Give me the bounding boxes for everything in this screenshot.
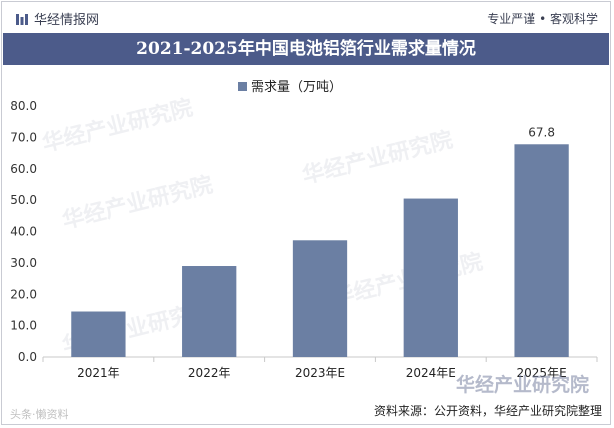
y-tick-label: 50.0 — [10, 193, 37, 207]
bar — [182, 266, 237, 357]
chart-title: 2021-2025年中国电池铝箔行业需求量情况 — [3, 33, 609, 65]
bar — [292, 240, 348, 357]
y-tick-label: 20.0 — [10, 287, 37, 301]
y-tick-label: 60.0 — [10, 162, 37, 176]
watermark-brand: 华经产业研究院 — [456, 374, 590, 396]
source-note: 资料来源：公开资料，华经产业研究院整理 — [373, 404, 602, 418]
y-tick-label: 0.0 — [18, 350, 37, 364]
legend: 需求量（万吨） — [238, 76, 342, 95]
x-tick-label: 2021年 — [77, 366, 120, 380]
bar — [71, 311, 126, 357]
x-tick-label: 2023年E — [295, 366, 345, 380]
header: 华经情报网 专业严谨 • 客观科学 — [0, 0, 612, 32]
watermark-corner: 头条·懒资料 — [10, 408, 69, 421]
y-tick-label: 40.0 — [10, 225, 37, 239]
data-label: 67.8 — [528, 125, 555, 139]
x-tick-label: 2025年E — [517, 366, 567, 380]
bar — [514, 144, 569, 357]
x-tick-label: 2022年 — [188, 366, 231, 380]
y-tick-label: 80.0 — [10, 99, 37, 113]
brand-name: 华经情报网 — [34, 13, 100, 28]
x-tick-label: 2024年E — [406, 366, 456, 380]
brand-logo-icon — [16, 14, 28, 25]
y-tick-label: 10.0 — [10, 319, 37, 333]
y-tick-label: 70.0 — [10, 130, 37, 144]
slogan: 专业严谨 • 客观科学 — [487, 12, 598, 26]
y-tick-label: 30.0 — [10, 256, 37, 270]
legend-swatch — [238, 82, 247, 91]
bar — [403, 198, 458, 357]
brand[interactable]: 华经情报网 — [16, 9, 99, 28]
legend-label: 需求量（万吨） — [251, 80, 343, 95]
